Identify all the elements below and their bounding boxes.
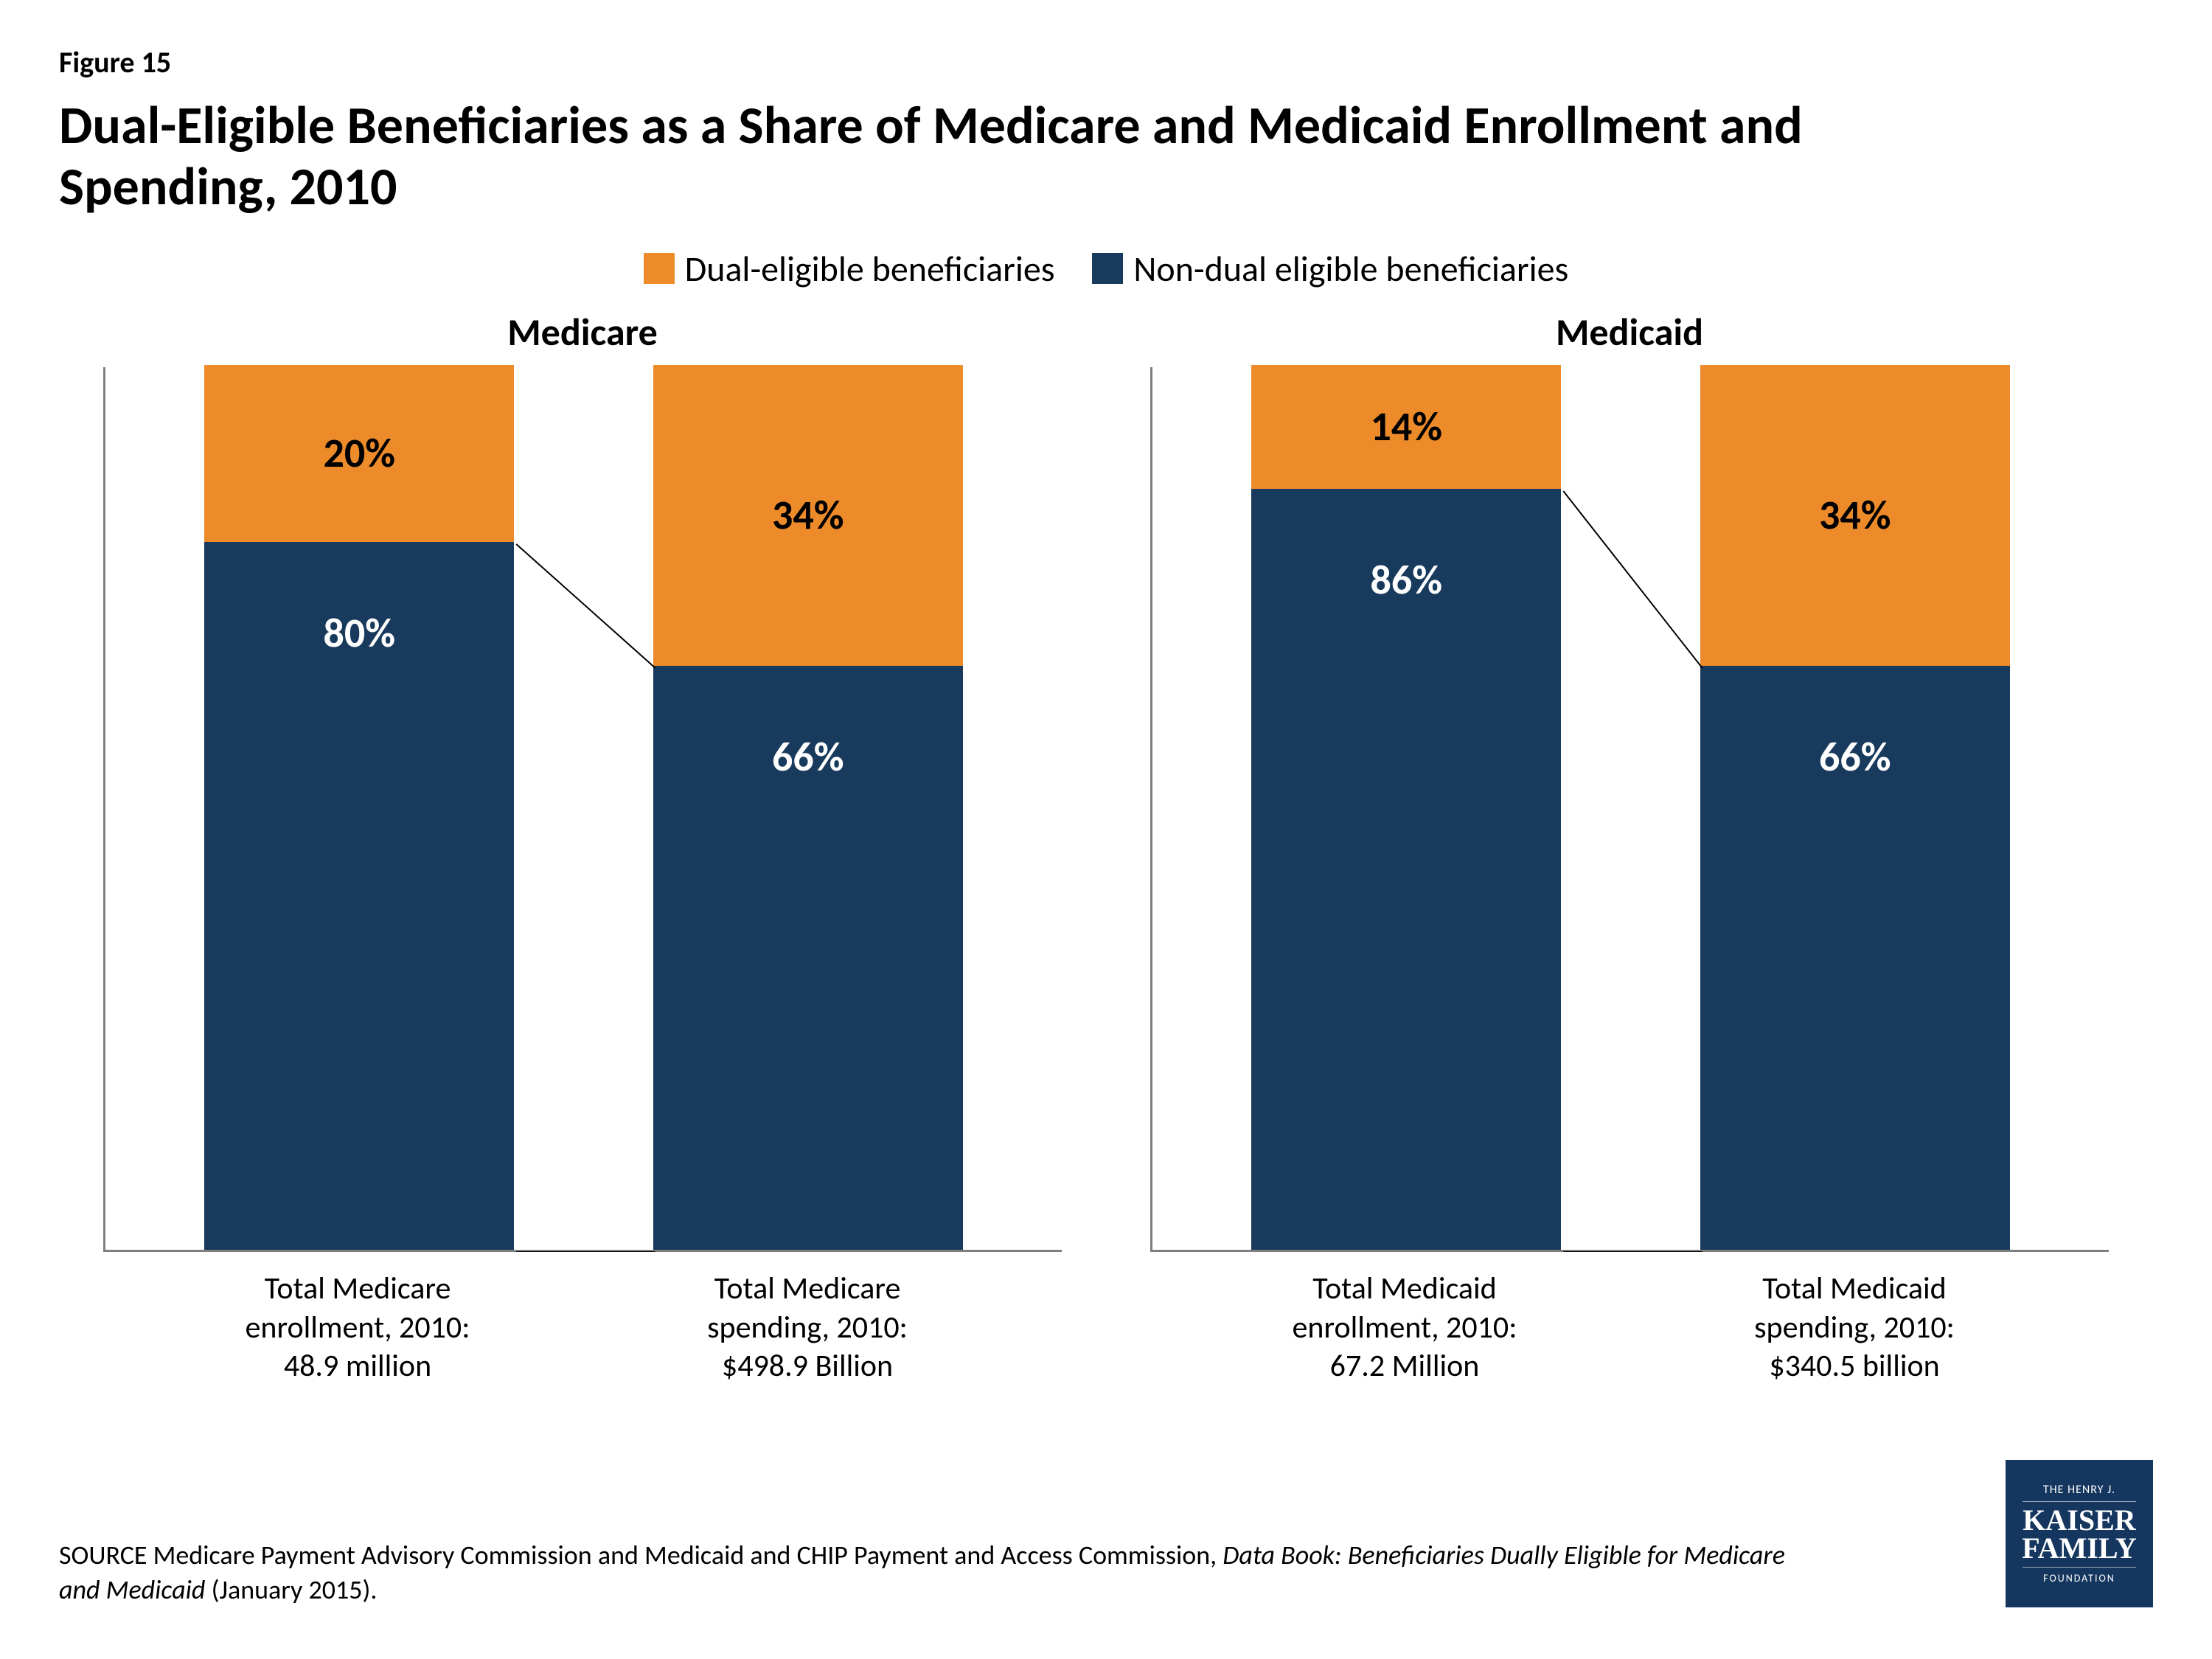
legend-label: Non-dual eligible beneficiaries [1133, 247, 1568, 291]
segment-nondual: 80% [204, 542, 514, 1250]
logo-bottom-text: FOUNDATION [2023, 1567, 2136, 1585]
chart-panels: Medicare20%80%34%66%Total Medicareenroll… [59, 308, 2153, 1386]
segment-nondual: 66% [1700, 666, 2010, 1250]
x-axis-label: Total Medicarespending, 2010:$498.9 Bill… [653, 1270, 962, 1386]
kaiser-logo: THE HENRY J. KAISER FAMILY FOUNDATION [2006, 1460, 2153, 1607]
stacked-bar: 34%66% [1700, 365, 2010, 1250]
segment-dual: 20% [204, 365, 514, 542]
stacked-bar: 20%80% [204, 365, 514, 1250]
source-suffix: (January 2015). [205, 1573, 377, 1606]
segment-nondual: 86% [1251, 489, 1561, 1250]
x-axis-label: Total Medicareenrollment, 2010:48.9 mill… [203, 1270, 512, 1386]
source-prefix: SOURCE Medicare Payment Advisory Commiss… [59, 1539, 1222, 1571]
x-axis-labels: Total Medicaidenrollment, 2010:67.2 Mill… [1150, 1252, 2109, 1386]
x-axis-label: Total Medicaidenrollment, 2010:67.2 Mill… [1250, 1270, 1559, 1386]
x-axis-label: Total Medicaidspending, 2010:$340.5 bill… [1700, 1270, 2009, 1386]
plot-area: 14%86% 34%66% [1150, 367, 2109, 1252]
stacked-bar: 34%66% [653, 365, 963, 1250]
page-title: Dual-Eligible Beneficiaries as a Share o… [59, 95, 1976, 218]
segment-dual: 34% [1700, 365, 2010, 666]
logo-top-text: THE HENRY J. [2023, 1483, 2136, 1502]
panel-title: Medicaid [1150, 308, 2109, 355]
legend-swatch-nondual [1092, 253, 1123, 284]
chart-panel: Medicare 20%80% 34%66% Total Medicareenroll… [103, 308, 1062, 1386]
logo-main-text: KAISER FAMILY [2022, 1506, 2137, 1562]
chart-panel: Medicaid 14%86% 34%66% Total Medicaidenroll… [1150, 308, 2109, 1386]
legend-item-dual: Dual-eligible beneficiaries [644, 247, 1055, 291]
legend-swatch-dual [644, 253, 675, 284]
segment-nondual: 66% [653, 666, 963, 1250]
plot-area: 20%80% 34%66% [103, 367, 1062, 1252]
x-axis-labels: Total Medicareenrollment, 2010:48.9 mill… [103, 1252, 1062, 1386]
source-citation: SOURCE Medicare Payment Advisory Commiss… [59, 1538, 1829, 1607]
legend-label: Dual-eligible beneficiaries [685, 247, 1055, 291]
stacked-bar: 14%86% [1251, 365, 1561, 1250]
figure-label: Figure 15 [59, 44, 2153, 80]
legend: Dual-eligible beneficiaries Non-dual eli… [59, 247, 2153, 294]
segment-dual: 34% [653, 365, 963, 666]
panel-title: Medicare [103, 308, 1062, 355]
segment-dual: 14% [1251, 365, 1561, 489]
legend-item-nondual: Non-dual eligible beneficiaries [1092, 247, 1568, 291]
